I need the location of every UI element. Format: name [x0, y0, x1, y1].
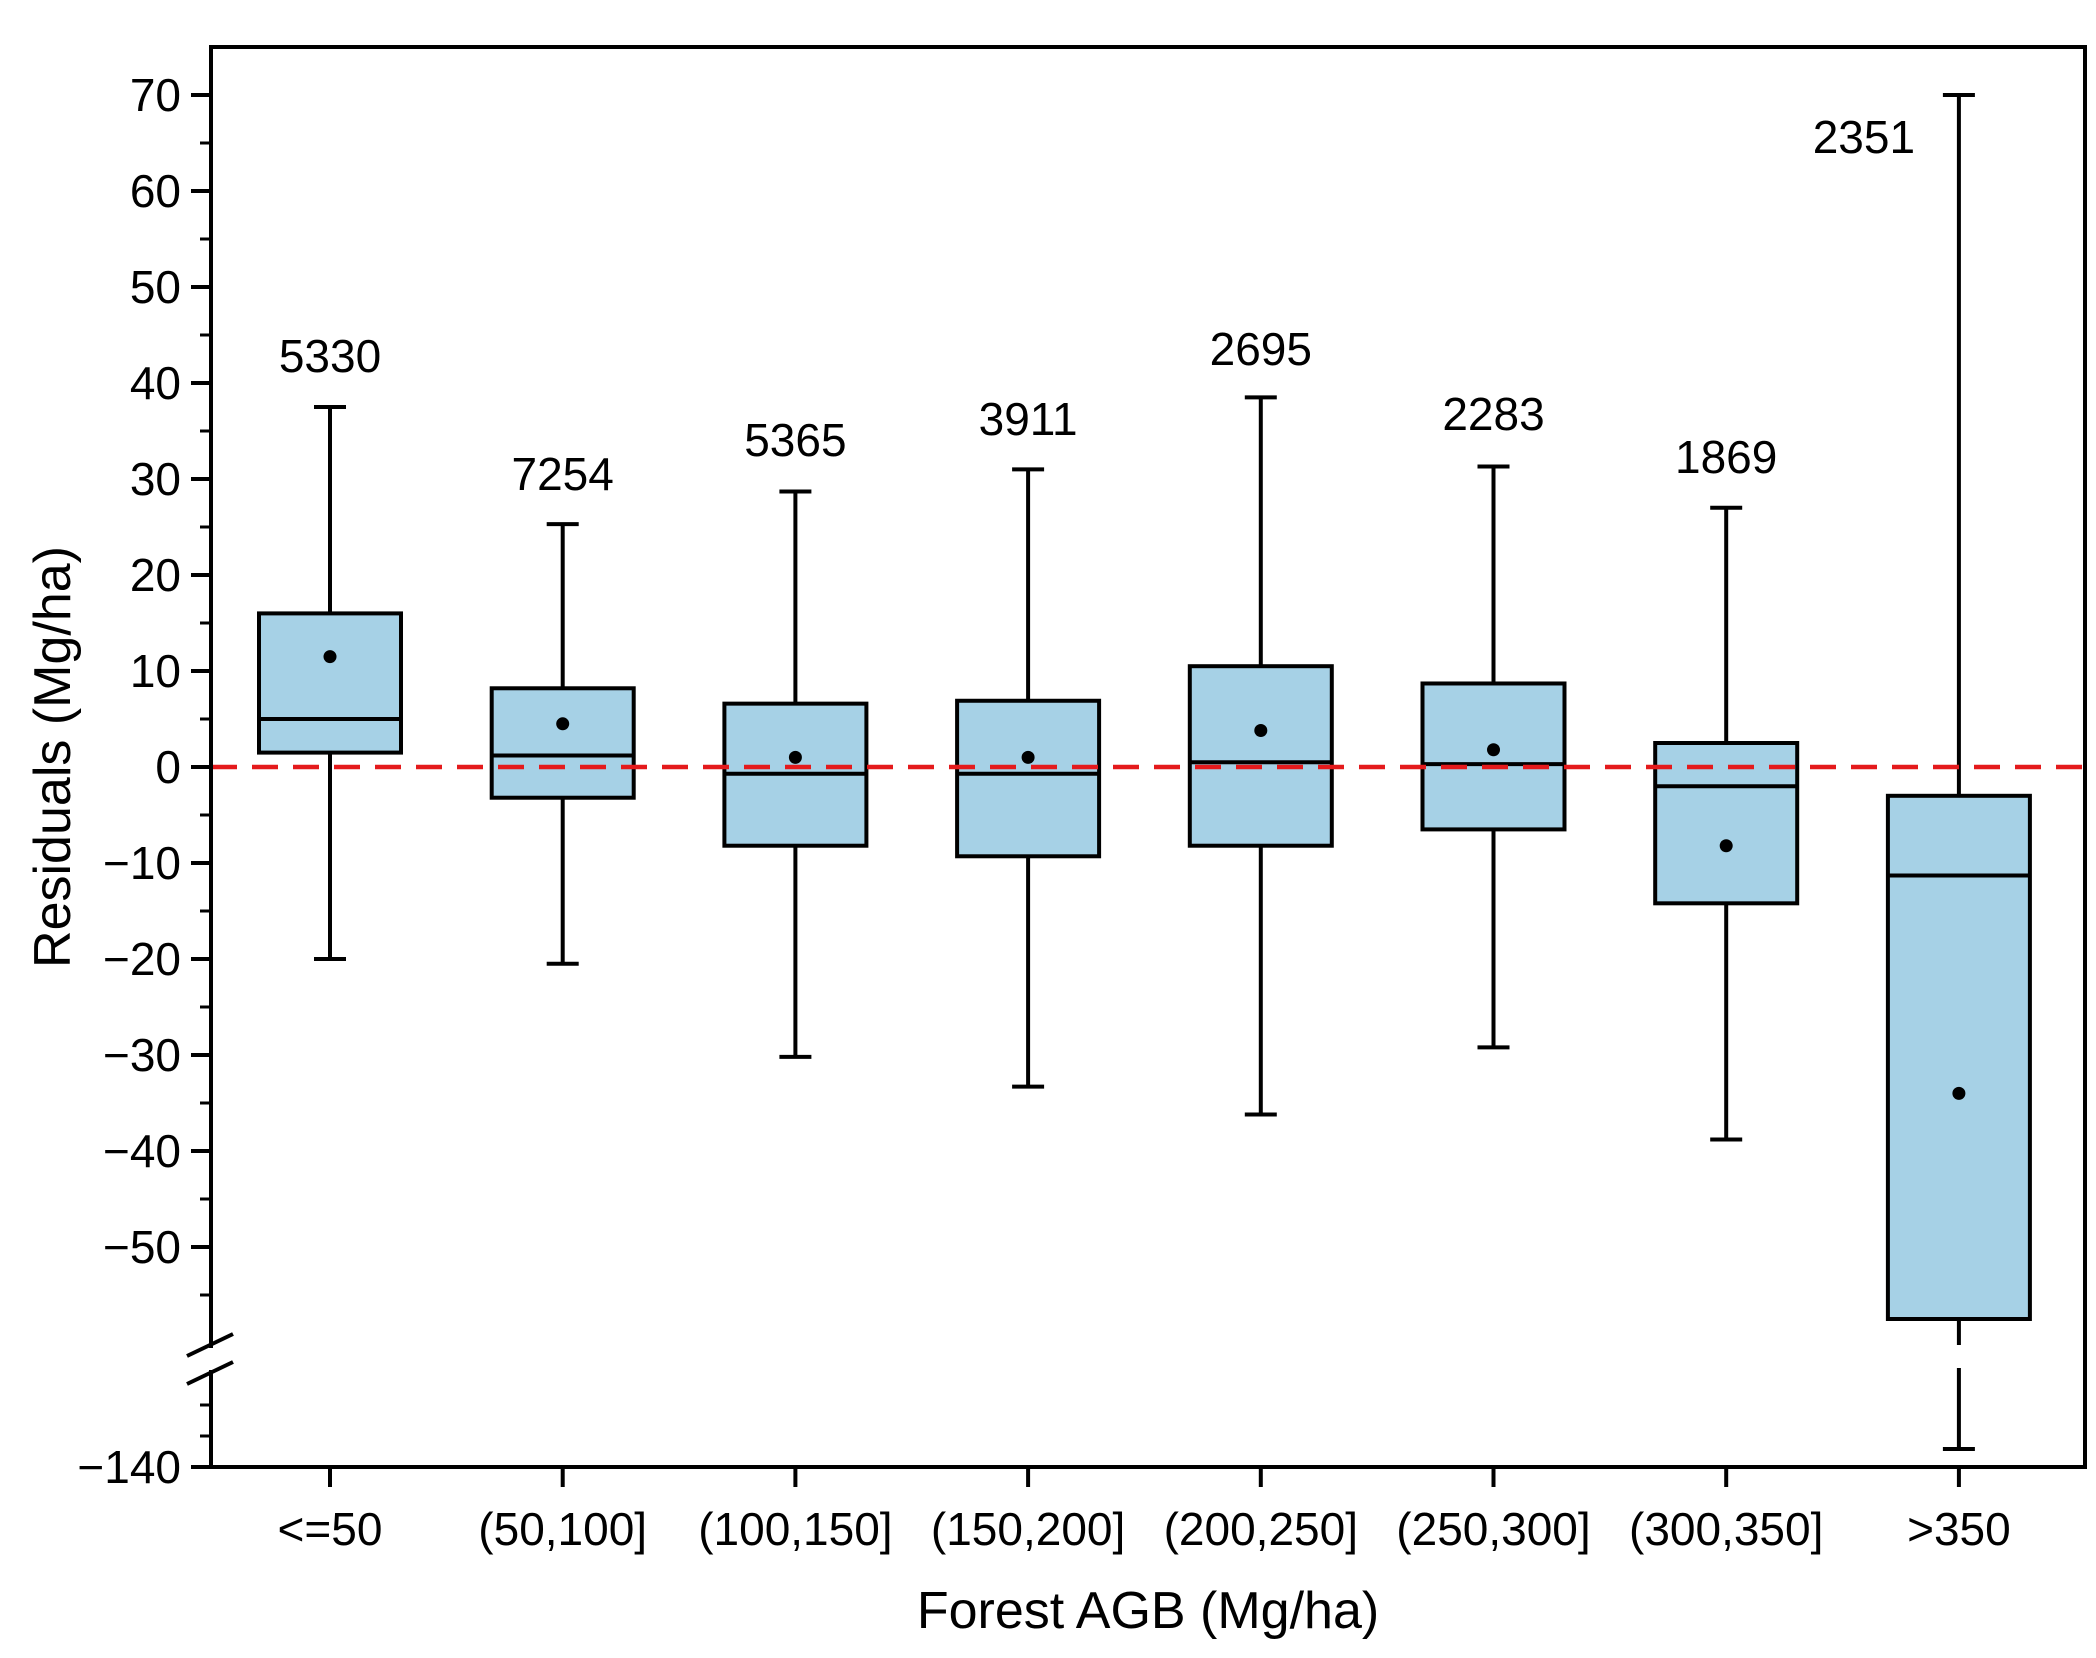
- x-tick-label: >350: [1907, 1503, 2011, 1555]
- plot-frame: [209, 45, 2087, 1469]
- iqr-box: [955, 698, 1102, 859]
- box-series: [211, 93, 2085, 1451]
- y-tick-label: 60: [130, 165, 181, 217]
- y-tick-label: 50: [130, 261, 181, 313]
- sample-count-label: 5330: [279, 330, 381, 382]
- box-4: [955, 467, 1102, 1089]
- x-tick-label: (200,250]: [1164, 1503, 1358, 1555]
- y-axis-ticks: 70 60 50 40 30 20 10 0 −10 −20 −30 −40 −50 −140: [77, 69, 211, 1493]
- y-tick-label: 40: [130, 357, 181, 409]
- iqr-box: [1420, 681, 1567, 832]
- box-6: [1420, 464, 1567, 1050]
- y-tick-label: 0: [155, 741, 181, 793]
- box-5: [1187, 395, 1334, 1117]
- break-slash: [186, 1360, 234, 1386]
- y-tick-label: 20: [130, 549, 181, 601]
- mean-point: [1254, 724, 1268, 738]
- y-tick-label: −50: [103, 1221, 181, 1273]
- box-8: [1885, 93, 2032, 1451]
- axis-break-marker: [181, 1332, 234, 1386]
- mean-point: [788, 750, 802, 764]
- y-tick-label: −140: [77, 1441, 181, 1493]
- sample-count-label: 5365: [744, 414, 846, 466]
- y-tick-label: −20: [103, 933, 181, 985]
- x-tick-label: (150,200]: [931, 1503, 1125, 1555]
- mean-point: [556, 717, 570, 731]
- box-3: [722, 489, 869, 1059]
- sample-count-label: 2283: [1442, 388, 1544, 440]
- x-tick-label: (100,150]: [698, 1503, 892, 1555]
- y-tick-label: 10: [130, 645, 181, 697]
- iqr-box: [1885, 793, 2032, 1321]
- box-2: [489, 522, 636, 966]
- iqr-box: [489, 686, 636, 800]
- mean-point: [1952, 1086, 1966, 1100]
- x-tick-label: <=50: [278, 1503, 383, 1555]
- mean-point: [1719, 839, 1733, 853]
- iqr-box: [257, 611, 403, 755]
- y-tick-label: −10: [103, 837, 181, 889]
- iqr-box: [1187, 664, 1334, 848]
- x-tick-label: (50,100]: [478, 1503, 647, 1555]
- box-1: [257, 405, 403, 961]
- x-axis-title: Forest AGB (Mg/ha): [917, 1582, 1379, 1640]
- box-7: [1653, 505, 1800, 1142]
- sample-count-label: 7254: [512, 448, 614, 500]
- sample-count-label: 2351: [1813, 111, 1915, 163]
- x-tick-label: (250,300]: [1396, 1503, 1590, 1555]
- sample-count-label: 1869: [1675, 431, 1777, 483]
- iqr-box: [1653, 741, 1800, 906]
- y-tick-label: −40: [103, 1125, 181, 1177]
- x-tick-label: (300,350]: [1629, 1503, 1823, 1555]
- sample-count-label: 3911: [979, 393, 1078, 445]
- y-tick-label: 70: [130, 69, 181, 121]
- sample-count-label: 2695: [1210, 323, 1312, 375]
- mean-point: [1021, 750, 1035, 764]
- y-tick-label: −30: [103, 1029, 181, 1081]
- break-slash: [186, 1332, 234, 1358]
- y-axis-title: Residuals (Mg/ha): [24, 546, 82, 968]
- mean-point: [323, 650, 337, 664]
- y-tick-label: 30: [130, 453, 181, 505]
- count-labels: 5330 7254 5365 3911 2695 2283 1869 2351 <=50 (50,…: [278, 111, 2011, 1555]
- mean-point: [1487, 743, 1500, 757]
